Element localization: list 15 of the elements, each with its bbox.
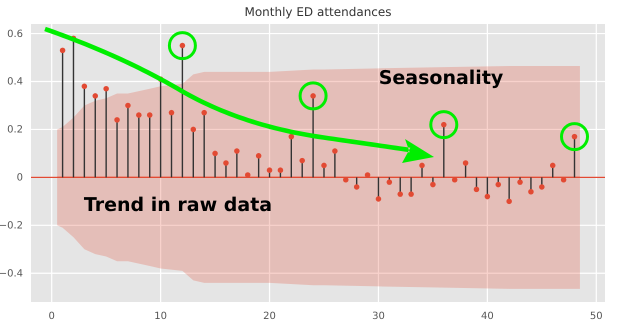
annotation: Seasonality xyxy=(378,67,504,89)
x-tick-label: 0 xyxy=(48,311,55,322)
annotation: Trend in raw data xyxy=(84,194,272,216)
y-tick-label: 0.2 xyxy=(7,124,23,136)
chart-title: Monthly ED attendances xyxy=(244,5,392,19)
x-tick-label: 40 xyxy=(481,311,494,322)
y-tick-label: −0.2 xyxy=(0,220,23,232)
x-tick-label: 30 xyxy=(372,311,385,322)
y-tick-label: 0.4 xyxy=(7,76,23,88)
y-tick-label: −0.4 xyxy=(0,268,23,280)
x-tick-label: 10 xyxy=(154,311,167,322)
x-tick-label: 50 xyxy=(590,311,603,322)
y-tick-label: 0.6 xyxy=(7,28,23,40)
x-tick-label: 20 xyxy=(263,311,276,322)
y-tick-label: 0 xyxy=(16,172,23,184)
